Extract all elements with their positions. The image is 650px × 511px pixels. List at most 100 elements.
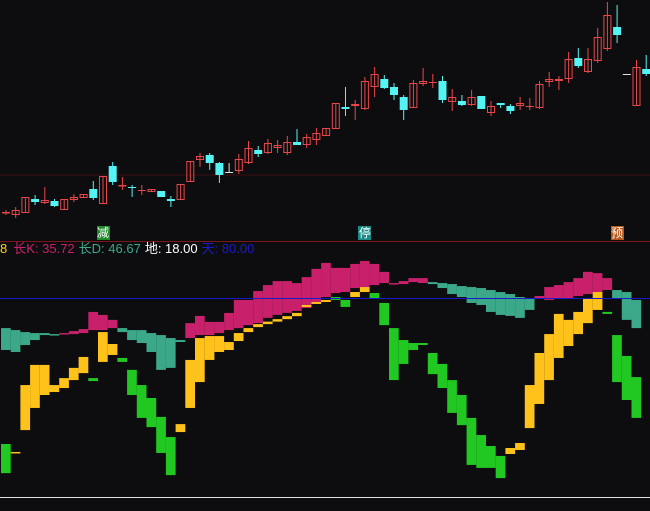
- short-bar-down: [165, 437, 176, 476]
- candle-body: [399, 97, 408, 110]
- short-bar-down: [389, 328, 399, 381]
- candle: [205, 153, 214, 170]
- short-bar-up: [204, 336, 215, 360]
- candle-body: [487, 106, 495, 113]
- short-bar-down: [476, 435, 486, 468]
- long-bar-down: [136, 330, 147, 344]
- long-bar-down: [165, 338, 176, 368]
- candle: [457, 95, 466, 106]
- short-bar-up: [272, 319, 283, 322]
- candle: [196, 153, 204, 167]
- short-bar-up: [573, 311, 583, 335]
- candle-body: [99, 176, 107, 204]
- short-bar-down: [602, 311, 613, 314]
- short-bar-up: [359, 287, 370, 293]
- candle: [283, 136, 292, 155]
- long-bar-down: [20, 332, 31, 346]
- short-bar-up: [107, 344, 118, 355]
- candle: [409, 80, 418, 108]
- candle: [622, 74, 631, 75]
- long-bar-up: [292, 283, 302, 311]
- candle-body: [593, 37, 602, 61]
- short-bar-down: [466, 417, 477, 465]
- long-bar-down: [447, 284, 457, 295]
- candle-body: [545, 79, 554, 82]
- candle: [428, 74, 437, 88]
- candle-body: [302, 137, 311, 145]
- candle: [584, 48, 592, 73]
- candle-body: [205, 155, 214, 163]
- short-move-bars: [1, 287, 642, 479]
- short-bar-up: [98, 332, 108, 362]
- candle: [574, 48, 583, 68]
- long-bar-down: [505, 294, 516, 316]
- candle: [263, 139, 272, 154]
- short-bar-down: [427, 352, 438, 375]
- candle: [535, 81, 544, 109]
- long-bar-down: [437, 283, 448, 289]
- candle: [351, 100, 360, 120]
- long-bar-up: [418, 278, 428, 284]
- long-bar-down: [156, 335, 166, 370]
- candle: [438, 76, 447, 103]
- long-bar-up: [311, 268, 322, 303]
- long-bar-down: [175, 340, 186, 343]
- candle: [31, 195, 40, 205]
- candle-body: [467, 97, 476, 105]
- legend-prefix: 8: [0, 241, 8, 256]
- candle: [525, 98, 534, 110]
- short-bar-up: [253, 324, 263, 328]
- candle-body: [331, 103, 340, 129]
- candle: [506, 104, 515, 114]
- legend-long-d: 长D: 46.67: [78, 241, 141, 256]
- long-bar-up: [301, 277, 312, 308]
- candle-body: [50, 201, 59, 206]
- candle-body: [157, 191, 166, 197]
- candle: [312, 128, 321, 145]
- short-bar-down: [612, 335, 622, 383]
- short-bar-up: [321, 299, 331, 302]
- candle-body: [642, 69, 650, 74]
- long-bar-up: [262, 285, 273, 318]
- candle-body: [351, 104, 360, 106]
- short-bar-down: [418, 343, 428, 346]
- candle-body: [176, 184, 185, 200]
- short-bar-down: [379, 302, 389, 326]
- candle: [632, 60, 641, 106]
- indicator-legend: 8 长K: 35.72 长D: 46.67 地: 18.00 天: 80.00: [0, 241, 258, 257]
- candle-body: [118, 185, 127, 187]
- short-bar-down: [408, 343, 419, 350]
- long-bar-up: [272, 281, 283, 315]
- candle-body: [448, 97, 457, 102]
- candle: [118, 177, 127, 190]
- candle-body: [380, 79, 389, 88]
- candle-body: [166, 199, 175, 201]
- short-bar-up: [185, 359, 195, 408]
- long-bar-up: [204, 321, 215, 336]
- candle-body: [40, 200, 49, 203]
- long-bar-down: [486, 290, 496, 312]
- candle-body: [79, 194, 88, 198]
- candle-body: [341, 107, 350, 109]
- candle-body: [21, 197, 30, 213]
- candle-body: [186, 161, 195, 182]
- candle-body: [322, 128, 331, 136]
- short-bar-down: [495, 455, 506, 479]
- candle-body: [225, 172, 234, 173]
- short-bar-up: [78, 356, 89, 374]
- long-bar-up: [398, 281, 409, 285]
- short-bar-down: [447, 380, 457, 413]
- candle-body: [535, 84, 544, 108]
- candle: [176, 184, 185, 200]
- candle: [545, 72, 554, 87]
- long-bar-up: [88, 311, 98, 331]
- candle: [360, 77, 369, 110]
- long-bar-up: [107, 319, 118, 329]
- long-kd-bars: [1, 260, 642, 370]
- candle: [225, 163, 234, 173]
- short-bar-up: [59, 378, 69, 389]
- long-bar-up: [321, 262, 331, 297]
- short-bar-up: [10, 451, 21, 454]
- short-bar-down: [437, 363, 448, 389]
